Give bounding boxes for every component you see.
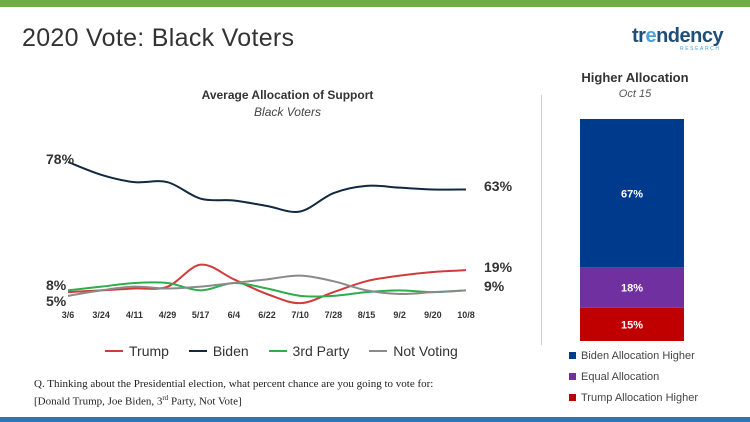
bar-segment-equal-allocation xyxy=(580,267,684,308)
bar-label-biden-allocation-higher: 67% xyxy=(621,188,643,200)
x-tick-label: 4/29 xyxy=(159,310,177,320)
end-label-trump: 19% xyxy=(484,259,513,275)
x-tick-label: 4/11 xyxy=(126,310,143,320)
x-tick-label: 3/24 xyxy=(92,310,110,320)
x-tick-label: 7/28 xyxy=(325,310,343,320)
bar-label-equal-allocation: 18% xyxy=(621,283,643,295)
side-chart-subtitle: Oct 15 xyxy=(618,88,652,100)
legend-item-3rd-party: 3rd Party xyxy=(268,343,349,359)
trendency-logo: trendency RESEARCH xyxy=(632,26,732,54)
series-line-not-voting xyxy=(67,274,467,297)
legend-item-biden: Biden xyxy=(188,343,249,359)
x-tick-label: 6/22 xyxy=(258,310,276,320)
side-legend-equal: Equal Allocation xyxy=(569,371,659,383)
line-chart-subtitle: Black Voters xyxy=(254,105,321,119)
start-label-biden: 78% xyxy=(46,151,75,167)
series-line-biden xyxy=(67,161,467,213)
legend-swatch-trump-higher xyxy=(569,393,576,401)
start-label-trump: 5% xyxy=(46,293,67,309)
bar-segment-biden-allocation-higher xyxy=(580,119,684,268)
side-legend-biden-higher: Biden Allocation Higher xyxy=(569,350,695,362)
legend-item-not-voting: Not Voting xyxy=(369,343,458,359)
page-title: 2020 Vote: Black Voters xyxy=(22,24,295,52)
top-accent-bar xyxy=(0,0,750,7)
side-legend-trump-higher: Trump Allocation Higher xyxy=(569,392,698,404)
x-tick-label: 8/15 xyxy=(358,310,376,320)
line-chart-title: Average Allocation of Support xyxy=(201,88,374,102)
question-line-1: Q. Thinking about the Presidential elect… xyxy=(34,378,434,390)
end-label-biden: 63% xyxy=(484,178,513,194)
survey-question: Q. Thinking about the Presidential elect… xyxy=(34,377,554,409)
logo-wordmark: trendency xyxy=(632,25,724,47)
bar-label-trump-allocation-higher: 15% xyxy=(621,319,643,331)
x-tick-label: 9/2 xyxy=(393,310,406,320)
line-chart: 3/6 3/24 4/11 4/29 5/17 6/4 6/22 7/10 7/28 8/15 9/… xyxy=(46,151,513,320)
start-label-third: 8% xyxy=(46,277,67,293)
series-line-3rd-party xyxy=(67,281,467,298)
panel-divider xyxy=(541,95,542,345)
legend-swatch-equal xyxy=(569,372,576,380)
x-tick-label: 6/4 xyxy=(228,310,241,320)
x-tick-label: 3/6 xyxy=(62,310,75,320)
x-tick-label: 5/17 xyxy=(192,310,210,320)
bar-segment-trump-allocation-higher xyxy=(580,307,684,341)
question-line-2: [Donald Trump, Joe Biden, 3rd Party, Not… xyxy=(34,394,242,408)
legend-item-trump: Trump xyxy=(105,343,169,359)
line-chart-legend: Trump Biden 3rd Party Not Voting xyxy=(105,343,474,359)
end-label-other: 9% xyxy=(484,278,505,294)
series-line-trump xyxy=(67,263,467,305)
bottom-accent-bar xyxy=(0,417,750,422)
side-chart-title: Higher Allocation xyxy=(581,70,689,85)
x-tick-label: 9/20 xyxy=(424,310,442,320)
logo-subtitle: RESEARCH xyxy=(680,46,721,52)
x-tick-label: 10/8 xyxy=(457,310,475,320)
legend-swatch-biden-higher xyxy=(569,351,576,359)
x-tick-label: 7/10 xyxy=(291,310,309,320)
